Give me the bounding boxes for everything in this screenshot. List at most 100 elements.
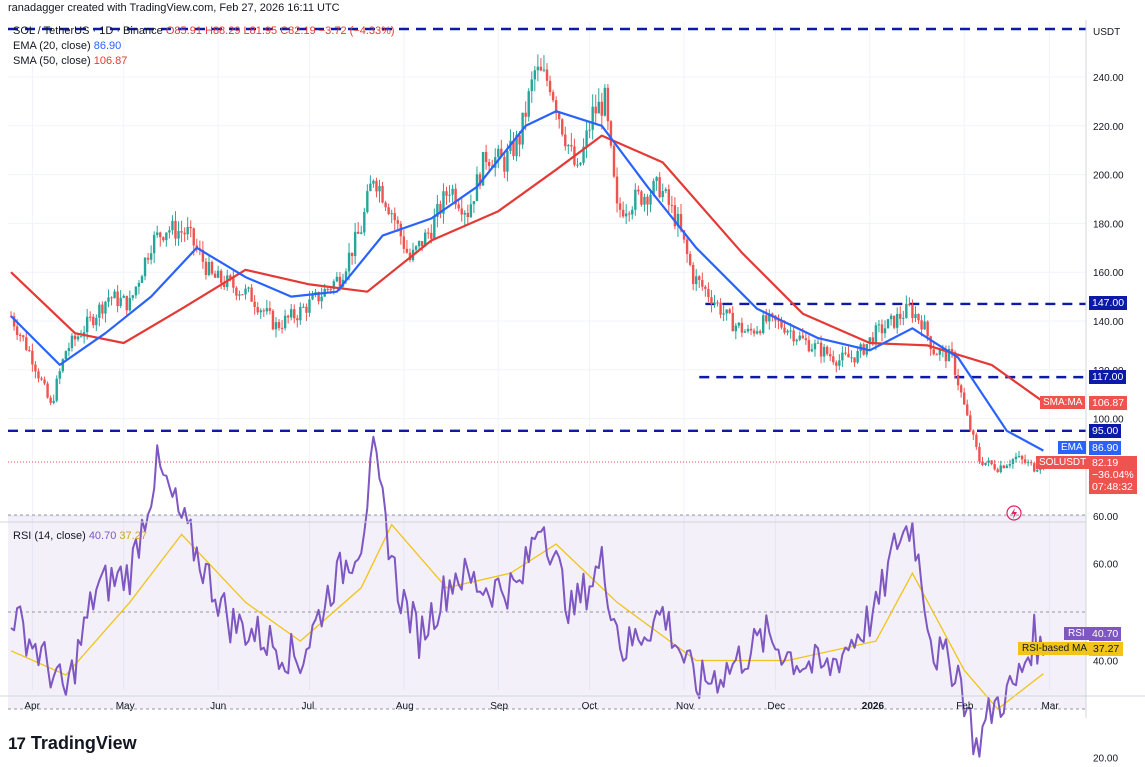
symbol-row[interactable]: SOL / TetherUS · 1D · Binance O85.91 H88… [13,24,395,39]
ema-legend-value: 86.90 [93,40,122,52]
candle-body [713,302,716,304]
candle-body [134,286,138,296]
candle-body [223,282,226,288]
candle-body [685,239,689,254]
candle-body [536,66,540,71]
level-95-tag: 95.00 [1089,424,1122,438]
rsi-legend[interactable]: RSI (14, close) 40.70 37.27 [13,530,147,542]
candle-body [621,209,625,217]
candle-body [829,354,832,357]
candle-body [171,220,174,231]
candle-body [841,352,844,361]
candle-body [844,352,847,354]
candle-body [302,306,305,308]
candle-body [969,415,972,431]
rsi-lines [10,435,1045,758]
candle-body [353,231,357,257]
candle-body [107,297,110,302]
candle-body [618,203,622,210]
candle-body [561,119,564,135]
candle-body [372,180,375,184]
candle-body [460,208,463,215]
candle-body [825,346,829,355]
candle-body [92,316,95,326]
bar-countdown: 07:48:32 [1092,481,1133,493]
ema-tag: EMA [1058,441,1086,454]
rsi-line[interactable] [10,435,1045,758]
candle-body [944,349,948,362]
candle-body [594,106,597,114]
ema-legend-row[interactable]: EMA (20, close) 86.90 [13,39,395,54]
sma-50-line[interactable] [10,134,1045,403]
candle-body [938,349,942,355]
candle-body [1023,459,1027,463]
candle-body [603,87,607,116]
candle-body [350,252,354,257]
candle-body [688,253,692,265]
candle-body [810,349,814,352]
candle-body [125,295,128,311]
candle-body [539,66,543,71]
rsi-ma-tag-value: 37.27 [1089,642,1124,656]
candle-body [1017,455,1021,457]
rsi-ma-legend-value: 37.27 [119,530,147,542]
candle-body [987,460,990,463]
candle-body [177,231,180,239]
candle-body [880,324,884,334]
candle-body [801,335,804,339]
candle-body [554,100,558,114]
candle-body [579,162,582,165]
candle-body [46,383,49,398]
candle-body [326,288,329,290]
candle-body [506,150,509,172]
candle-body [186,226,189,235]
candle-body [679,213,683,231]
sma-legend-row[interactable]: SMA (50, close) 106.87 [13,54,395,69]
candle-body [146,257,150,260]
candle-body [500,148,503,158]
candle-body [512,140,515,157]
candle-body [664,189,667,192]
time-tick-label: May [116,701,135,712]
candle-body [451,188,454,195]
candle-body [15,326,19,336]
candle-body [137,282,141,287]
candle-body [972,430,975,435]
candle-body [929,336,932,350]
candle-body [104,301,107,314]
time-tick-label: Nov [676,701,694,712]
candle-body [296,318,299,321]
candle-body [953,352,957,376]
candle-body [396,220,399,224]
candle-body [98,304,101,318]
candle-body [1005,465,1009,469]
candle-body [1026,462,1030,464]
candle-body [908,303,911,305]
change-percent: −36.04% [1092,469,1134,481]
candle-body [786,330,789,333]
candle-body [317,291,320,302]
candle-body [975,434,978,447]
candle-body [381,186,384,203]
candle-body [12,316,16,327]
candle-body [265,308,269,312]
candle-body [978,446,981,462]
candle-body [89,316,92,318]
candle-body [533,70,537,80]
tradingview-logo[interactable]: 17 TradingView [8,733,137,754]
candle-body [768,313,771,322]
candle-body [347,252,351,272]
candle-body [749,328,753,331]
price-tick-label: 60.00 [1093,512,1118,523]
symbol-tag: SOLUSDT [1036,456,1090,469]
candle-body [530,79,533,92]
candle-body [152,234,156,254]
candle-body [822,346,826,357]
candle-body [366,191,369,212]
candle-body [640,191,643,205]
ema-20-line[interactable] [10,110,1044,452]
tradingview-brand: TradingView [30,733,137,753]
candle-body [201,250,205,262]
lightning-icon[interactable] [1006,505,1022,521]
